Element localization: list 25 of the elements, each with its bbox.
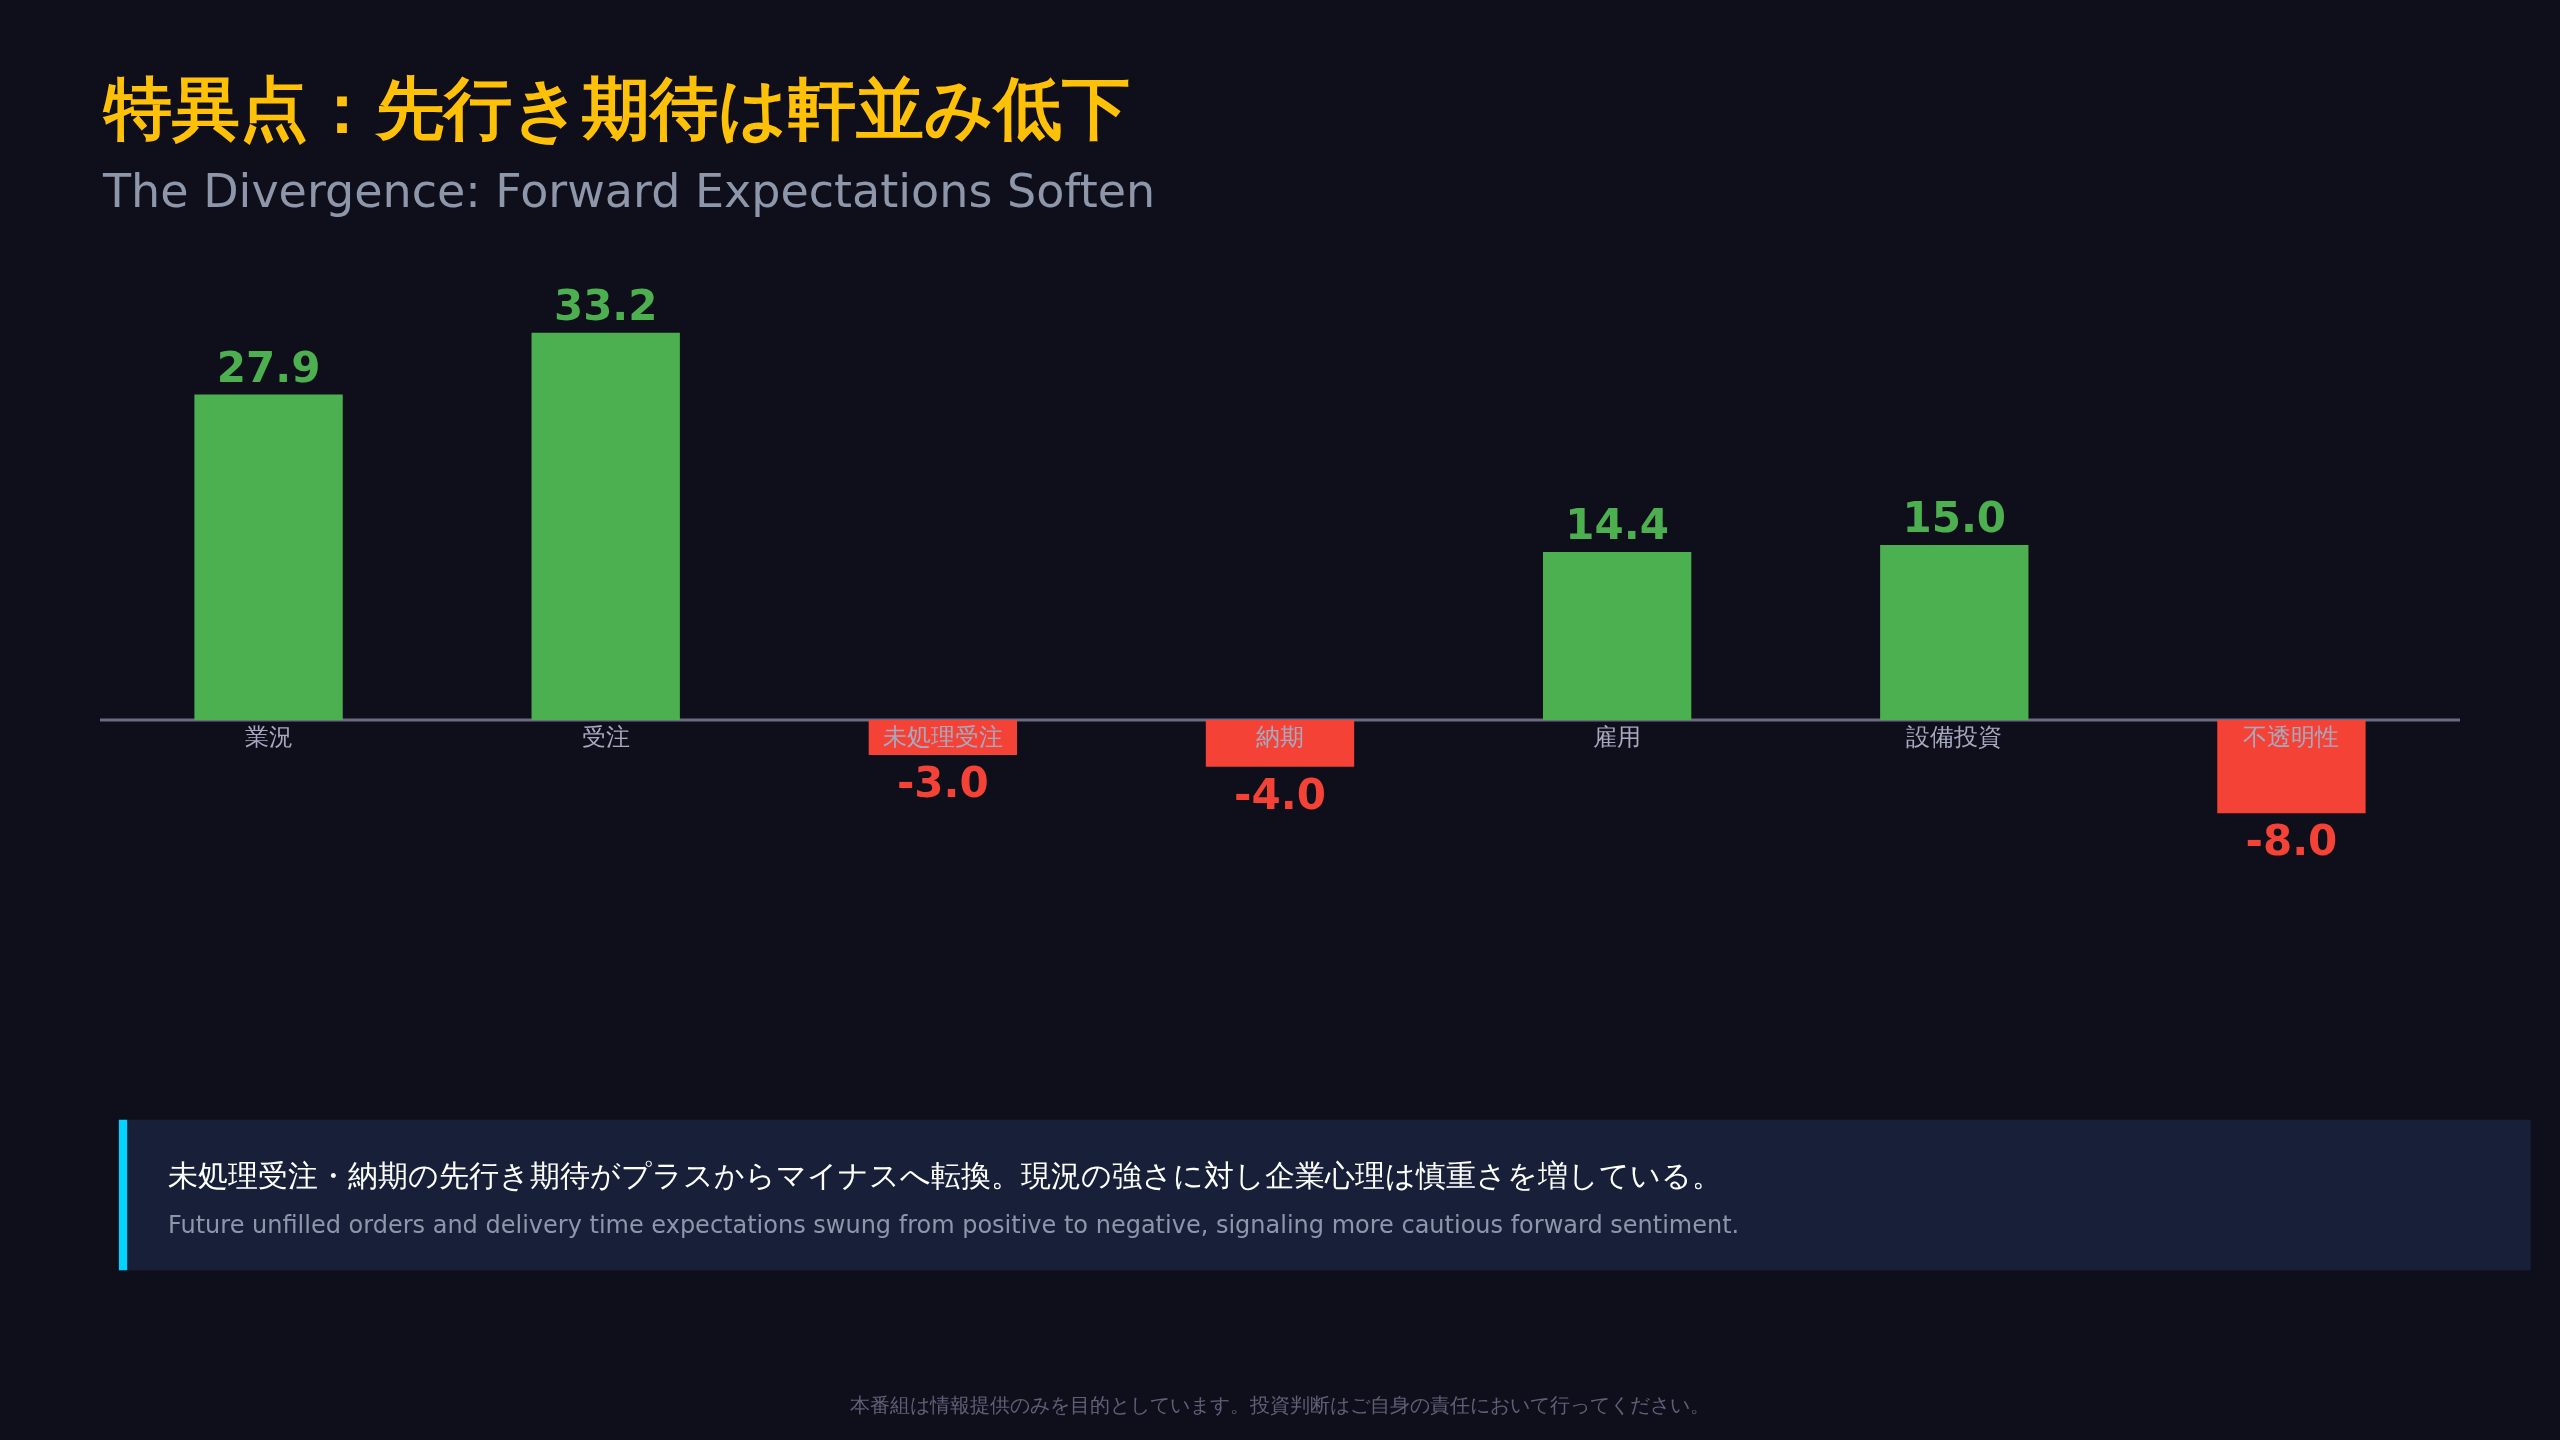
bar [1880,545,2029,720]
x-tick-label: 不透明性 [2243,723,2340,751]
bar [194,394,343,720]
data-label: 14.4 [1565,500,1669,549]
data-label: -3.0 [896,758,989,807]
data-label: 15.0 [1902,493,2007,542]
data-label: 33.2 [553,280,658,330]
data-label: 27.9 [216,342,321,392]
x-tick-label: 設備投資 [1906,723,2003,751]
data-label: -4.0 [1234,769,1326,819]
chart-subtitle: The Divergence: Forward Expectations Soften [102,164,1156,218]
bar [1205,720,1355,767]
bar [531,332,680,720]
text: Future unfilled orders and delivery time expectations swung from positive to negative, signaling more cautious forward sentiment. [168,1211,1740,1239]
data-label: -8.0 [2245,816,2338,866]
x-tick-label: 業況 [244,723,293,751]
bar [2217,720,2366,814]
chart-title: 特異点：先行き期待は軒並み低下 [102,69,1130,148]
bar [1542,552,1692,720]
x-tick-label: 雇用 [1593,723,1642,751]
text: 未処理受注・納期の先行き期待がプラスからマイナスへ転換。現況の強さに対し企業心理は慎重さを増している。 [168,1158,1722,1193]
text: 本番組は情報提供のみを目的としています。投資判断はご自身の責任において行ってください。 [850,1393,1710,1417]
x-tick-label: 未処理受注 [882,723,1003,751]
x-tick-label: 受注 [581,723,630,751]
x-tick-label: 納期 [1256,723,1304,751]
